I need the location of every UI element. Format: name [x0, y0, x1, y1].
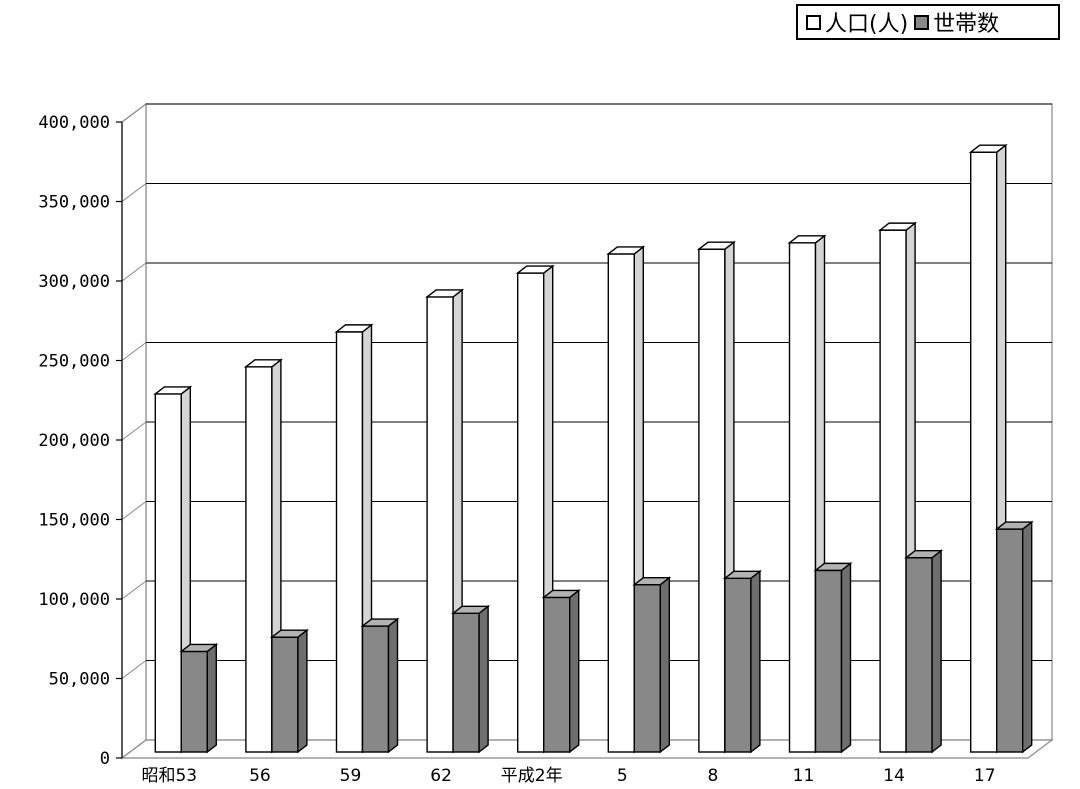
bar-front — [452, 612, 480, 753]
bar-top — [515, 265, 555, 274]
legend-swatch-households — [914, 14, 930, 30]
gridline-side — [121, 262, 147, 282]
y-tick-label: 250,000 — [38, 352, 110, 372]
bar-households — [632, 576, 672, 754]
bar-front — [905, 556, 933, 753]
bar-front — [271, 636, 299, 753]
bar-side — [659, 576, 670, 754]
bar-front — [698, 248, 726, 753]
gridline-side — [121, 501, 147, 520]
bar-side — [750, 569, 761, 754]
x-axis-tick-labels: 昭和53 56 59 62 平成2年 5 8 11 14 17 — [141, 766, 995, 786]
legend: 人口(人) 世帯数 — [796, 4, 1060, 40]
bar-front — [724, 577, 752, 753]
bar-front — [517, 272, 545, 753]
y-tick-label: 50,000 — [49, 670, 110, 690]
bar-households — [904, 549, 944, 754]
legend-label-population: 人口(人) — [825, 12, 909, 37]
legend-item-population: 人口(人) — [806, 6, 908, 38]
bar-front — [335, 331, 364, 753]
legend-label-households: 世帯数 — [933, 12, 1000, 37]
x-tick-label: 56 — [249, 766, 271, 786]
bar-top — [606, 246, 646, 255]
bar-front — [633, 583, 661, 753]
bar-top — [153, 386, 193, 395]
bar-top — [425, 289, 465, 298]
bar-top — [243, 359, 283, 368]
bar-households — [269, 628, 309, 754]
bar-households — [360, 617, 400, 754]
gridline-side — [121, 103, 147, 123]
bar-top — [269, 629, 309, 638]
gridline-side — [121, 660, 147, 679]
bar-front — [245, 366, 273, 753]
bar-top — [451, 605, 491, 615]
bar-top — [722, 570, 762, 580]
legend-item-households: 世帯数 — [914, 6, 999, 38]
bar-top — [878, 222, 918, 231]
bar-households — [179, 643, 219, 754]
bar-top — [696, 241, 736, 250]
bar-side — [1022, 520, 1033, 754]
bar-front — [426, 296, 454, 753]
bar-top — [179, 643, 219, 653]
y-tick-label: 300,000 — [38, 272, 110, 292]
y-tick-label: 400,000 — [38, 113, 110, 133]
bar-top — [813, 562, 853, 572]
bar-front — [180, 650, 209, 753]
bar-top — [360, 618, 400, 627]
bar-households — [451, 604, 491, 754]
bar-side — [387, 617, 399, 754]
bar-side — [840, 561, 852, 754]
x-tick-label: 17 — [974, 766, 996, 786]
bar-top — [632, 576, 672, 586]
x-tick-label: 5 — [617, 766, 628, 786]
bar-top — [994, 521, 1034, 530]
bar-front — [996, 528, 1024, 753]
gridline-side — [121, 580, 147, 600]
bar-side — [297, 628, 308, 754]
y-tick-label: 100,000 — [38, 590, 110, 610]
bar-front — [361, 625, 390, 753]
bars — [153, 143, 1034, 754]
bar-side — [569, 588, 580, 754]
y-tick-label: 150,000 — [38, 511, 110, 531]
x-tick-label: 平成2年 — [501, 766, 563, 786]
bar-front — [607, 253, 635, 753]
bar-households — [722, 569, 762, 754]
bar-top — [968, 144, 1008, 153]
x-tick-label: 11 — [793, 766, 815, 786]
y-tick-label: 0 — [100, 749, 110, 769]
bar-top — [904, 549, 944, 559]
legend-swatch-population — [806, 14, 821, 30]
bar-side — [478, 604, 489, 754]
bar-front — [788, 242, 817, 753]
x-tick-label: 62 — [430, 766, 452, 786]
bar-front — [970, 151, 998, 753]
bar-top — [334, 324, 374, 333]
x-tick-label: 8 — [707, 766, 718, 786]
y-tick-label: 200,000 — [38, 431, 110, 451]
x-tick-label: 昭和53 — [141, 766, 197, 786]
bar-top — [787, 235, 827, 244]
bar-front — [543, 596, 571, 753]
x-tick-label: 59 — [340, 766, 362, 786]
y-axis-tick-labels: 0 50,000 100,000 150,000 200,000 250,000 300,0… — [38, 113, 110, 769]
bar-top — [541, 589, 581, 599]
bar-side — [206, 643, 218, 754]
bar-households — [541, 588, 581, 754]
bar-front — [879, 229, 907, 753]
bar-side — [931, 549, 942, 754]
bar-households — [813, 561, 853, 754]
gridline-side — [121, 183, 147, 202]
gridline-side — [121, 342, 147, 361]
gridline-side — [121, 421, 147, 441]
bar-households — [994, 520, 1034, 754]
bar-front — [154, 393, 183, 753]
x-tick-label: 14 — [883, 766, 905, 786]
y-tick-label: 350,000 — [38, 193, 110, 213]
bar-front — [814, 569, 843, 753]
